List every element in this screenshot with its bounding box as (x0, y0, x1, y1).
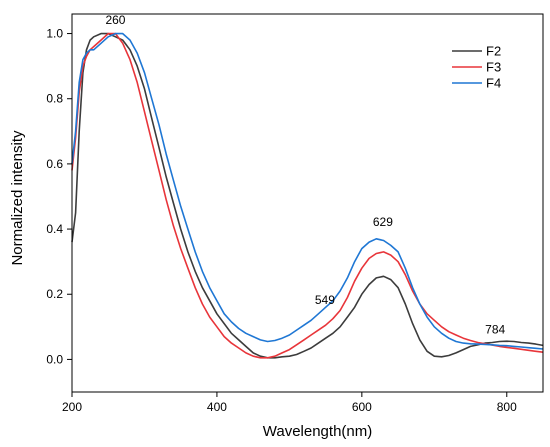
x-tick-label: 800 (497, 400, 517, 414)
x-tick-label: 200 (62, 400, 82, 414)
peak-annotation: 549 (315, 293, 335, 307)
series-line-f2 (71, 32, 544, 359)
x-tick-label: 600 (352, 400, 372, 414)
x-tick-label: 400 (207, 400, 227, 414)
x-axis-title: Wavelength(nm) (263, 423, 372, 440)
y-tick-label: 1.0 (46, 27, 63, 41)
ticks-layer: 200 400 600 800 0.0 0.2 0.4 0.6 0.8 1.0 (46, 27, 517, 414)
legend-label-f4: F4 (486, 76, 501, 91)
y-tick-label: 0.0 (46, 352, 63, 366)
plot-frame (71, 13, 544, 393)
peak-annotation: 260 (105, 13, 125, 27)
y-tick-label: 0.2 (46, 287, 63, 301)
y-tick-label: 0.8 (46, 92, 63, 106)
y-tick-label: 0.4 (46, 222, 63, 236)
peak-annotation: 784 (485, 322, 505, 336)
legend-label-f2: F2 (486, 44, 501, 59)
annotation-layer: 260 549 629 784 (105, 13, 505, 337)
series-line-f3 (71, 32, 544, 359)
y-tick-label: 0.6 (46, 157, 63, 171)
peak-annotation: 629 (373, 215, 393, 229)
series-layer (71, 32, 544, 359)
legend-label-f3: F3 (486, 60, 501, 75)
y-axis-title: Normalized intensity (9, 130, 26, 266)
series-line-f4 (71, 32, 544, 350)
